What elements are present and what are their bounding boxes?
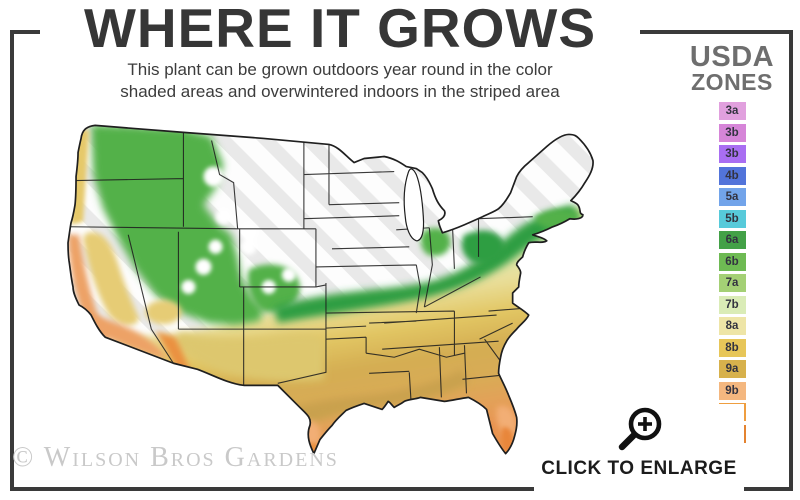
- zone-swatch-9b: 9b: [718, 381, 746, 400]
- zone-swatch-6b: 6b: [718, 252, 746, 271]
- zone-swatch-list: 3a 3b 3b 4b 5a 5b 6a 6b 7a 7b 8a 8b 9a 9…: [676, 102, 788, 443]
- map-container: [63, 116, 610, 470]
- mountain-white-patches: [181, 166, 296, 295]
- zone-swatch-8b: 8b: [718, 338, 746, 357]
- zone-swatch-4b: 4b: [718, 166, 746, 185]
- zone-swatch-7a: 7a: [718, 274, 746, 293]
- zone-swatch-5a: 5a: [718, 188, 746, 207]
- zone-swatch-3b: 3b: [718, 123, 746, 142]
- subtitle: This plant can be grown outdoors year ro…: [120, 60, 560, 101]
- zone-swatch-3b-2: 3b: [718, 145, 746, 164]
- us-zone-map[interactable]: [63, 116, 610, 470]
- zone-swatch-6a: 6a: [718, 231, 746, 250]
- zone-swatch-9a: 9a: [718, 360, 746, 379]
- us-outline: [67, 124, 594, 455]
- legend-title: USDA ZONES: [689, 41, 775, 95]
- zone-swatch-3a: 3a: [718, 102, 746, 121]
- state-borders: [69, 132, 533, 406]
- usda-zones-legend: USDA ZONES 3a 3b 3b 4b 5a 5b 6a 6b 7a 7b…: [676, 41, 788, 446]
- click-to-enlarge[interactable]: CLICK TO ENLARGE: [534, 404, 744, 496]
- click-to-enlarge-label[interactable]: CLICK TO ENLARGE: [541, 458, 737, 479]
- watermark: © Wilson Bros Gardens: [12, 442, 339, 473]
- zone-shading: [68, 125, 594, 454]
- lake-michigan: [403, 168, 425, 242]
- page-title: WHERE IT GROWS: [83, 0, 597, 59]
- zone-swatch-5b: 5b: [718, 209, 746, 228]
- magnifier-plus-icon: [618, 407, 662, 451]
- header: WHERE IT GROWS This plant can be grown o…: [40, 0, 640, 107]
- zone-swatch-8a: 8a: [718, 317, 746, 336]
- zone-swatch-7b: 7b: [718, 295, 746, 314]
